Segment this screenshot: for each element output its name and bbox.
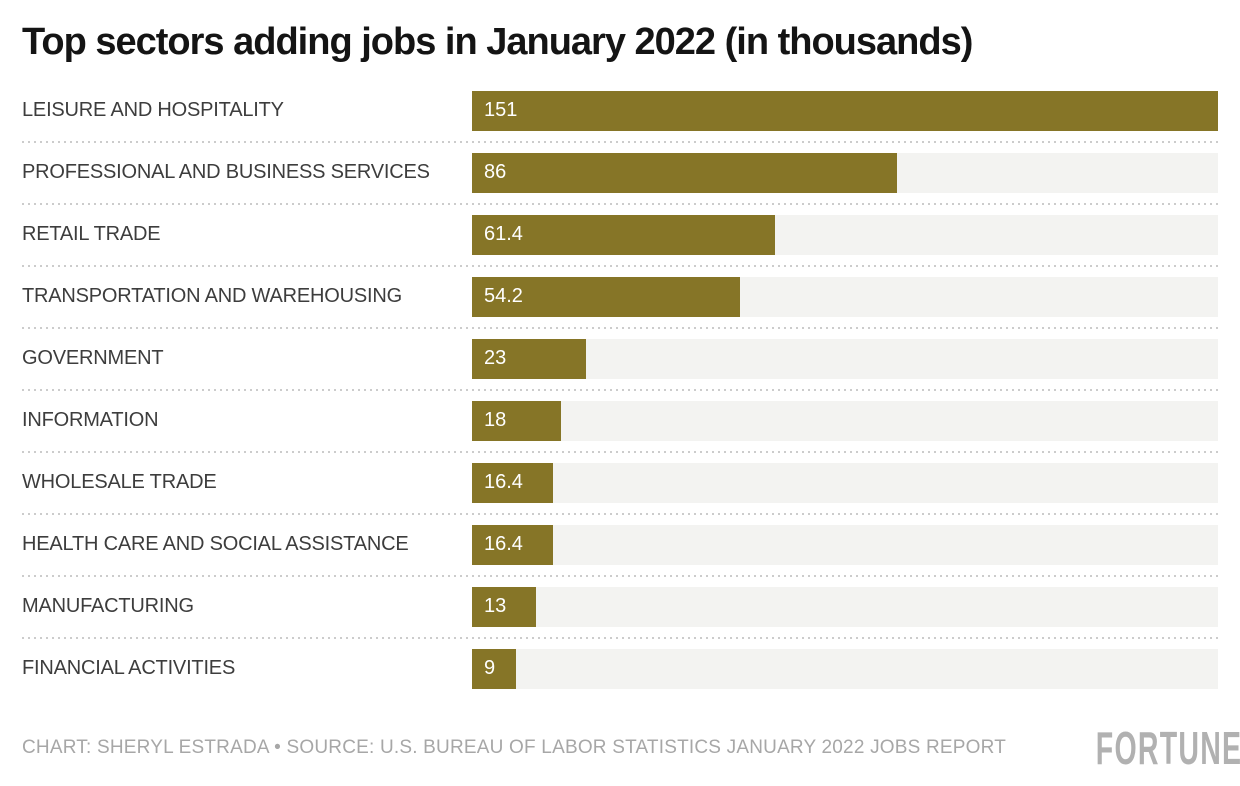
- bar-track: 16.4: [472, 462, 1218, 503]
- row-separator: [22, 512, 1218, 515]
- bar-value-label: 9: [484, 657, 496, 680]
- chart-row: LEISURE AND HOSPITALITY 151: [22, 90, 1218, 131]
- bar-track: 23: [472, 338, 1218, 379]
- bar-value-label: 61.4: [484, 223, 523, 246]
- chart-row: HEALTH CARE AND SOCIAL ASSISTANCE 16.4: [22, 524, 1218, 565]
- bar-chart: LEISURE AND HOSPITALITY 151 PROFESSIONAL A…: [22, 90, 1218, 689]
- bar: 16.4: [472, 524, 554, 565]
- chart-row: MANUFACTURING 13: [22, 586, 1218, 627]
- row-separator: [22, 140, 1218, 143]
- bar-track: 54.2: [472, 276, 1218, 317]
- bar-track: 86: [472, 152, 1218, 193]
- bar: 18: [472, 400, 561, 441]
- bar: 13: [472, 586, 537, 627]
- bar-track: 16.4: [472, 524, 1218, 565]
- row-separator: [22, 636, 1218, 639]
- chart-row: RETAIL TRADE 61.4: [22, 214, 1218, 255]
- bar-value-label: 13: [484, 595, 507, 618]
- category-label: GOVERNMENT: [22, 347, 164, 370]
- category-label: INFORMATION: [22, 409, 159, 432]
- bar-track: 151: [472, 90, 1218, 131]
- row-separator: [22, 388, 1218, 391]
- bar: 16.4: [472, 462, 554, 503]
- bar-track: 18: [472, 400, 1218, 441]
- category-label: RETAIL TRADE: [22, 223, 161, 246]
- bar-value-label: 86: [484, 161, 507, 184]
- bar-value-label: 23: [484, 347, 507, 370]
- chart-row: WHOLESALE TRADE 16.4: [22, 462, 1218, 503]
- bar-value-label: 16.4: [484, 471, 523, 494]
- category-label: TRANSPORTATION AND WAREHOUSING: [22, 285, 402, 308]
- credit-line: CHART: SHERYL ESTRADA • SOURCE: U.S. BUR…: [22, 736, 1007, 758]
- row-separator: [22, 450, 1218, 453]
- bar: 9: [472, 648, 517, 689]
- bar: 54.2: [472, 276, 740, 317]
- category-label: PROFESSIONAL AND BUSINESS SERVICES: [22, 161, 430, 184]
- bar: 61.4: [472, 214, 776, 255]
- bar-value-label: 18: [484, 409, 507, 432]
- bar-value-label: 16.4: [484, 533, 523, 556]
- bar-track: 61.4: [472, 214, 1218, 255]
- chart-footer: CHART: SHERYL ESTRADA • SOURCE: U.S. BUR…: [22, 725, 1240, 771]
- bar-track: 13: [472, 586, 1218, 627]
- bar: 151: [472, 90, 1218, 131]
- chart-row: GOVERNMENT 23: [22, 338, 1218, 379]
- fortune-logo: FORTUNE: [1095, 721, 1240, 774]
- row-separator: [22, 264, 1218, 267]
- row-separator: [22, 202, 1218, 205]
- chart-row: INFORMATION 18: [22, 400, 1218, 441]
- bar-value-label: 54.2: [484, 285, 523, 308]
- row-separator: [22, 574, 1218, 577]
- row-separator: [22, 326, 1218, 329]
- category-label: FINANCIAL ACTIVITIES: [22, 657, 236, 680]
- category-label: HEALTH CARE AND SOCIAL ASSISTANCE: [22, 533, 409, 556]
- bar: 23: [472, 338, 586, 379]
- chart-row: TRANSPORTATION AND WAREHOUSING 54.2: [22, 276, 1218, 317]
- category-label: MANUFACTURING: [22, 595, 194, 618]
- bar-value-label: 151: [484, 99, 518, 122]
- chart-row: FINANCIAL ACTIVITIES 9: [22, 648, 1218, 689]
- bar: 86: [472, 152, 897, 193]
- chart-row: PROFESSIONAL AND BUSINESS SERVICES 86: [22, 152, 1218, 193]
- bar-track: 9: [472, 648, 1218, 689]
- category-label: LEISURE AND HOSPITALITY: [22, 99, 284, 122]
- chart-title: Top sectors adding jobs in January 2022 …: [22, 21, 973, 63]
- category-label: WHOLESALE TRADE: [22, 471, 217, 494]
